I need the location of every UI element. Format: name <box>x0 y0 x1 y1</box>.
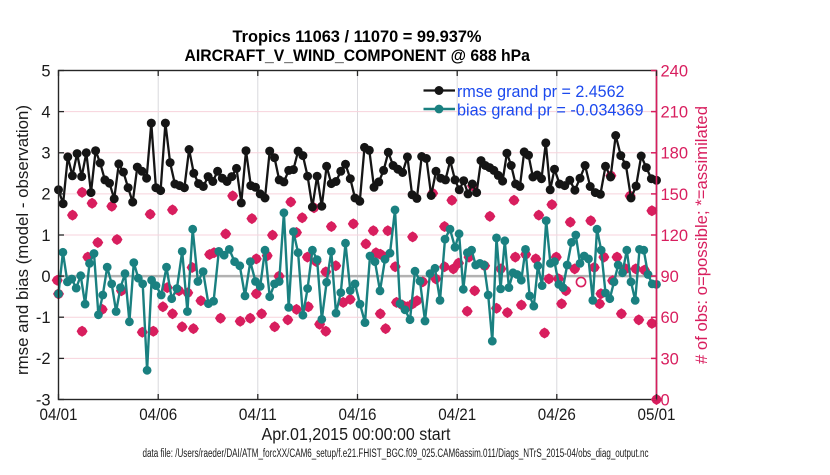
svg-text:04/01: 04/01 <box>40 406 78 424</box>
svg-text:5: 5 <box>41 62 50 80</box>
svg-text:30: 30 <box>661 350 679 368</box>
svg-text:AIRCRAFT_V_WIND_COMPONENT @ 68: AIRCRAFT_V_WIND_COMPONENT @ 688 hPa <box>184 46 530 65</box>
svg-text:04/11: 04/11 <box>239 406 277 424</box>
svg-text:# of obs: o=possible; *=assimi: # of obs: o=possible; *=assimilated <box>692 106 711 364</box>
svg-text:04/16: 04/16 <box>339 406 377 424</box>
svg-text:rmse grand pr = 2.4562: rmse grand pr = 2.4562 <box>457 82 625 101</box>
svg-text:210: 210 <box>661 104 689 122</box>
svg-text:2: 2 <box>41 186 50 204</box>
svg-text:3: 3 <box>41 145 50 163</box>
svg-text:60: 60 <box>661 309 679 327</box>
svg-text:-1: -1 <box>36 309 51 327</box>
svg-text:240: 240 <box>661 62 689 80</box>
svg-text:04/06: 04/06 <box>139 406 177 424</box>
svg-text:Apr.01,2015 00:00:00 start: Apr.01,2015 00:00:00 start <box>262 424 451 444</box>
svg-text:1: 1 <box>41 227 50 245</box>
svg-text:0: 0 <box>661 391 670 409</box>
svg-text:-3: -3 <box>36 391 51 409</box>
svg-text:-2: -2 <box>36 350 51 368</box>
svg-text:data file: /Users/raeder/DAI/A: data file: /Users/raeder/DAI/ATM_forcXX/… <box>143 448 649 460</box>
svg-text:05/01: 05/01 <box>638 406 676 424</box>
svg-text:4: 4 <box>41 103 50 121</box>
svg-text:180: 180 <box>661 145 689 163</box>
svg-text:0: 0 <box>41 268 50 286</box>
svg-text:90: 90 <box>661 268 679 286</box>
svg-text:150: 150 <box>661 186 689 204</box>
svg-text:04/21: 04/21 <box>438 406 476 424</box>
svg-text:bias grand pr = -0.034369: bias grand pr = -0.034369 <box>457 101 644 120</box>
svg-text:rmse and bias (model - observa: rmse and bias (model - observation) <box>13 105 32 375</box>
svg-text:Tropics 11063 / 11070 = 99.937: Tropics 11063 / 11070 = 99.937% <box>233 27 482 46</box>
svg-text:120: 120 <box>661 227 689 245</box>
svg-text:04/26: 04/26 <box>538 406 576 424</box>
